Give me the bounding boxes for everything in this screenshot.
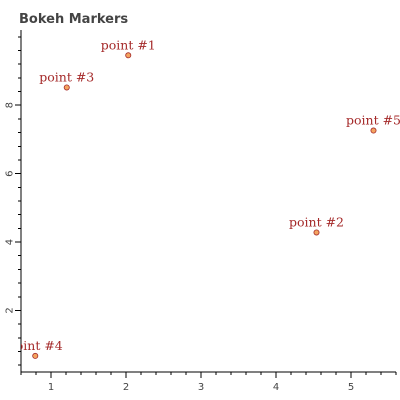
x-tick-label: 5 [348, 382, 354, 393]
y-tick-label: 2 [5, 307, 16, 313]
scatter-point-4 [32, 352, 39, 359]
plot-area: point #1 point #2 point #3 point #4 point #5 [8, 37, 400, 359]
y-tick-label: 6 [5, 170, 16, 176]
scatter-point-3 [63, 84, 70, 91]
point-label-3: point #3 [39, 69, 94, 84]
chart-title: Bokeh Markers [19, 12, 128, 27]
x-axis: 1 2 3 4 5 [20, 371, 397, 393]
x-tick-label: 4 [273, 382, 279, 393]
point-label-4: point #4 [8, 338, 63, 353]
scatter-point-2 [313, 229, 320, 236]
scatter-point-1 [125, 52, 132, 59]
point-label-2: point #2 [289, 214, 344, 229]
scatter-point-5 [370, 127, 377, 134]
point-label-1: point #1 [101, 37, 156, 52]
x-tick-label: 3 [198, 382, 204, 393]
y-axis: 2 4 6 8 [5, 30, 22, 372]
y-tick-label: 8 [5, 102, 16, 108]
y-tick-label: 4 [5, 239, 16, 245]
point-label-5: point #5 [346, 113, 400, 128]
x-tick-label: 1 [48, 382, 54, 393]
x-tick-label: 2 [123, 382, 129, 393]
